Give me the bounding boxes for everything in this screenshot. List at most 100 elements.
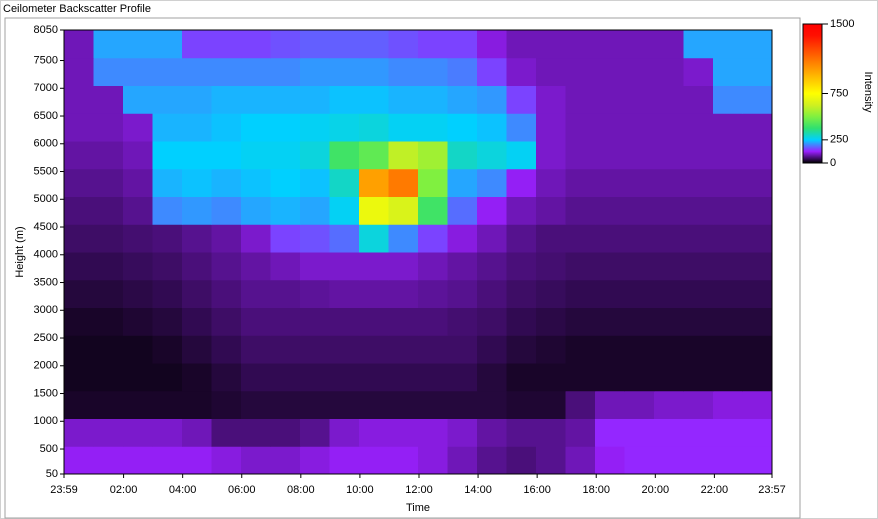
- y-tick-label: 500: [40, 443, 58, 455]
- heatmap-cell: [713, 335, 743, 364]
- heatmap-cell: [683, 85, 714, 114]
- heatmap-cell: [64, 279, 94, 308]
- heatmap-cell: [713, 168, 743, 197]
- heatmap-cell: [64, 224, 94, 253]
- y-tick-label: 5000: [34, 193, 58, 205]
- heatmap-cell: [565, 252, 596, 281]
- heatmap-cell: [388, 279, 419, 308]
- heatmap-cell: [506, 57, 537, 86]
- heatmap-cell: [123, 57, 153, 86]
- heatmap-cell: [536, 252, 566, 281]
- heatmap-cell: [64, 141, 94, 170]
- heatmap-cell: [477, 85, 507, 114]
- heatmap-cell: [152, 85, 183, 114]
- heatmap-cell: [418, 196, 448, 225]
- heatmap-cell: [182, 418, 212, 447]
- heatmap-cell: [477, 57, 507, 86]
- heatmap-cell: [93, 390, 124, 419]
- heatmap-cell: [624, 279, 655, 308]
- heatmap-cell: [654, 168, 684, 197]
- heatmap: [64, 30, 773, 475]
- heatmap-cell: [477, 141, 507, 170]
- heatmap-cell: [418, 363, 448, 392]
- heatmap-cell: [241, 307, 271, 336]
- heatmap-cell: [624, 307, 655, 336]
- heatmap-cell: [536, 113, 566, 142]
- heatmap-cell: [506, 168, 537, 197]
- heatmap-cell: [447, 390, 478, 419]
- heatmap-cell: [123, 307, 153, 336]
- heatmap-cell: [64, 335, 94, 364]
- heatmap-cell: [241, 418, 271, 447]
- heatmap-cell: [211, 85, 242, 114]
- chart-title: Ceilometer Backscatter Profile: [3, 3, 151, 15]
- heatmap-cell: [300, 224, 330, 253]
- heatmap-cell: [506, 196, 537, 225]
- heatmap-cell: [477, 307, 507, 336]
- heatmap-cell: [595, 113, 625, 142]
- x-tick-label: 02:00: [110, 484, 138, 496]
- heatmap-cell: [565, 390, 596, 419]
- heatmap-cell: [123, 390, 153, 419]
- colorbar: [802, 23, 823, 164]
- colorbar-tick-label: 1500: [830, 18, 854, 30]
- heatmap-cell: [152, 30, 183, 59]
- heatmap-cell: [713, 446, 743, 475]
- heatmap-cell: [359, 418, 389, 447]
- heatmap-cell: [595, 168, 625, 197]
- heatmap-cell: [241, 85, 271, 114]
- heatmap-cell: [270, 307, 301, 336]
- heatmap-cell: [742, 418, 773, 447]
- heatmap-cell: [447, 224, 478, 253]
- heatmap-cell: [270, 446, 301, 475]
- heatmap-cell: [713, 418, 743, 447]
- heatmap-cell: [654, 307, 684, 336]
- heatmap-cell: [152, 390, 183, 419]
- y-tick-label: 3500: [34, 276, 58, 288]
- heatmap-cell: [329, 418, 360, 447]
- heatmap-cell: [536, 418, 566, 447]
- heatmap-cell: [388, 113, 419, 142]
- heatmap-cell: [182, 141, 212, 170]
- heatmap-cell: [565, 224, 596, 253]
- heatmap-cell: [654, 30, 684, 59]
- heatmap-cell: [595, 141, 625, 170]
- heatmap-cell: [742, 446, 773, 475]
- heatmap-cell: [595, 252, 625, 281]
- heatmap-cell: [477, 30, 507, 59]
- plot-area-border: [63, 29, 773, 475]
- heatmap-cell: [388, 141, 419, 170]
- heatmap-cell: [93, 141, 124, 170]
- heatmap-cell: [418, 307, 448, 336]
- heatmap-cell: [683, 196, 714, 225]
- heatmap-cell: [64, 252, 94, 281]
- x-axis-label: Time: [406, 502, 430, 514]
- heatmap-cell: [329, 85, 360, 114]
- heatmap-cell: [742, 252, 773, 281]
- heatmap-cell: [565, 279, 596, 308]
- heatmap-cell: [536, 168, 566, 197]
- heatmap-cell: [624, 252, 655, 281]
- x-tick-label: 08:00: [287, 484, 315, 496]
- heatmap-cell: [93, 307, 124, 336]
- heatmap-cell: [536, 57, 566, 86]
- heatmap-cell: [595, 335, 625, 364]
- heatmap-cell: [536, 30, 566, 59]
- heatmap-cell: [359, 335, 389, 364]
- heatmap-cell: [93, 30, 124, 59]
- heatmap-cell: [64, 307, 94, 336]
- heatmap-cell: [418, 224, 448, 253]
- x-tick-label: 12:00: [405, 484, 433, 496]
- heatmap-cell: [713, 30, 743, 59]
- heatmap-cell: [152, 335, 183, 364]
- heatmap-cell: [565, 307, 596, 336]
- heatmap-cell: [329, 141, 360, 170]
- heatmap-cell: [64, 196, 94, 225]
- heatmap-cell: [388, 363, 419, 392]
- heatmap-cell: [536, 85, 566, 114]
- y-tick-label: 2500: [34, 332, 58, 344]
- heatmap-cell: [270, 85, 301, 114]
- heatmap-cell: [64, 390, 94, 419]
- heatmap-cell: [418, 446, 448, 475]
